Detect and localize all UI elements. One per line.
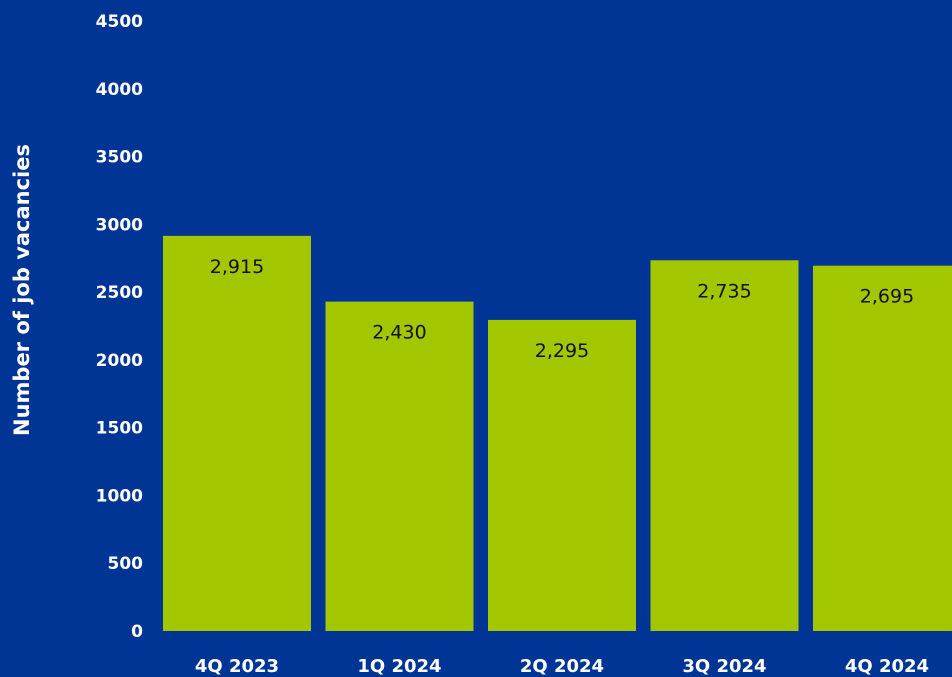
bar-value-label: 2,915 <box>210 256 264 278</box>
x-tick-label: 4Q 2024 <box>845 656 929 677</box>
x-tick-label: 1Q 2024 <box>357 656 441 677</box>
bar-4q-2023 <box>163 235 311 631</box>
y-axis-ticks: 0 500 1000 1500 2000 2500 3000 3500 4000 4500 <box>96 12 143 642</box>
x-tick-label: 3Q 2024 <box>682 656 766 677</box>
bar-value-label: 2,430 <box>372 322 426 344</box>
y-tick-label: 3000 <box>96 215 143 235</box>
bar-1q-2024 <box>325 301 474 631</box>
bar-value-label: 2,695 <box>860 286 914 308</box>
y-axis-title: Number of job vacancies <box>10 144 34 436</box>
y-tick-label: 1500 <box>96 419 143 439</box>
y-tick-label: 4500 <box>96 12 143 32</box>
x-tick-label: 2Q 2024 <box>520 656 604 677</box>
bar-3q-2024 <box>650 260 799 631</box>
y-tick-label: 1000 <box>96 486 143 506</box>
y-tick-label: 2000 <box>96 351 143 371</box>
bar-value-label: 2,295 <box>535 340 589 362</box>
bar-value-label: 2,735 <box>697 280 751 302</box>
bars-group <box>163 235 952 631</box>
y-tick-label: 4000 <box>96 80 143 100</box>
bar-4q-2024 <box>813 265 952 631</box>
y-tick-label: 2500 <box>96 283 143 303</box>
y-tick-label: 3500 <box>96 148 143 168</box>
data-labels-group: 2,915 2,430 2,295 2,735 2,695 <box>210 256 914 362</box>
x-tick-label: 4Q 2023 <box>195 656 279 677</box>
y-axis-title-group: Number of job vacancies <box>10 144 34 436</box>
x-axis-ticks: 4Q 2023 1Q 2024 2Q 2024 3Q 2024 4Q 2024 <box>195 656 929 677</box>
y-tick-label: 0 <box>131 622 143 642</box>
y-tick-label: 500 <box>108 554 144 574</box>
bar-2q-2024 <box>488 319 636 631</box>
